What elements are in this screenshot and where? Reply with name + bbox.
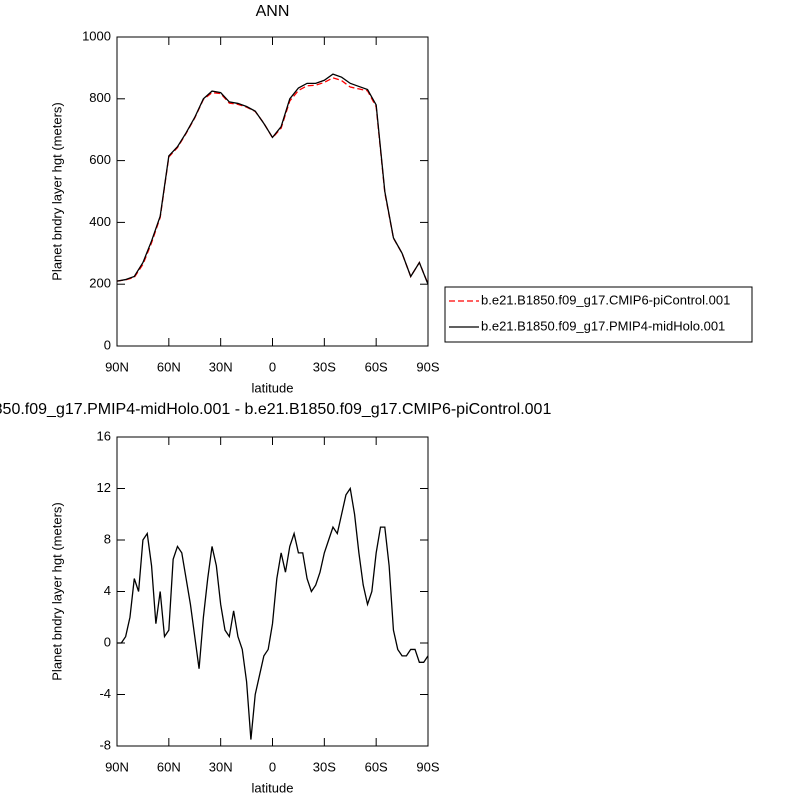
- chart-title: 850.f09_g17.PMIP4-midHolo.001 - b.e21.B1…: [0, 401, 551, 418]
- y-tick-label: 8: [104, 531, 111, 546]
- y-tick-label: 0: [104, 337, 111, 352]
- legend-label: b.e21.B1850.f09_g17.PMIP4-midHolo.001: [481, 318, 725, 333]
- y-axis-label: Planet bndry layer hgt (meters): [49, 502, 64, 680]
- x-tick-label: 90N: [105, 759, 129, 774]
- y-tick-label: 12: [97, 480, 111, 495]
- y-tick-label: 1000: [82, 28, 111, 43]
- x-tick-label: 30N: [209, 359, 233, 374]
- y-tick-label: 0: [104, 634, 111, 649]
- x-tick-label: 60S: [365, 759, 388, 774]
- x-tick-label: 90S: [416, 359, 439, 374]
- x-tick-label: 30S: [313, 759, 336, 774]
- y-tick-label: 600: [89, 152, 111, 167]
- x-tick-label: 0: [269, 359, 276, 374]
- y-tick-label: 800: [89, 90, 111, 105]
- plot-frame: [116, 436, 429, 747]
- data-line: [117, 486, 429, 740]
- data-line: [116, 77, 429, 285]
- x-tick-label: 90S: [416, 759, 439, 774]
- x-tick-label: 60N: [157, 759, 181, 774]
- y-axis-label: Planet bndry layer hgt (meters): [49, 102, 64, 280]
- chart-title: ANN: [256, 3, 290, 20]
- legend-label: b.e21.B1850.f09_g17.CMIP6-piControl.001: [481, 292, 730, 307]
- y-tick-label: 400: [89, 214, 111, 229]
- x-tick-label: 60N: [157, 359, 181, 374]
- y-tick-label: -8: [99, 737, 111, 752]
- x-tick-label: 30S: [313, 359, 336, 374]
- y-tick-label: -4: [99, 686, 111, 701]
- data-line: [116, 73, 429, 285]
- x-axis-label: latitude: [252, 780, 294, 795]
- x-tick-label: 90N: [105, 359, 129, 374]
- y-tick-label: 200: [89, 276, 111, 291]
- y-tick-label: 16: [97, 428, 111, 443]
- x-tick-label: 0: [269, 759, 276, 774]
- x-tick-label: 30N: [209, 759, 233, 774]
- x-tick-label: 60S: [365, 359, 388, 374]
- x-axis-label: latitude: [252, 380, 294, 395]
- legend-box: [444, 286, 753, 343]
- y-tick-label: 4: [104, 583, 111, 598]
